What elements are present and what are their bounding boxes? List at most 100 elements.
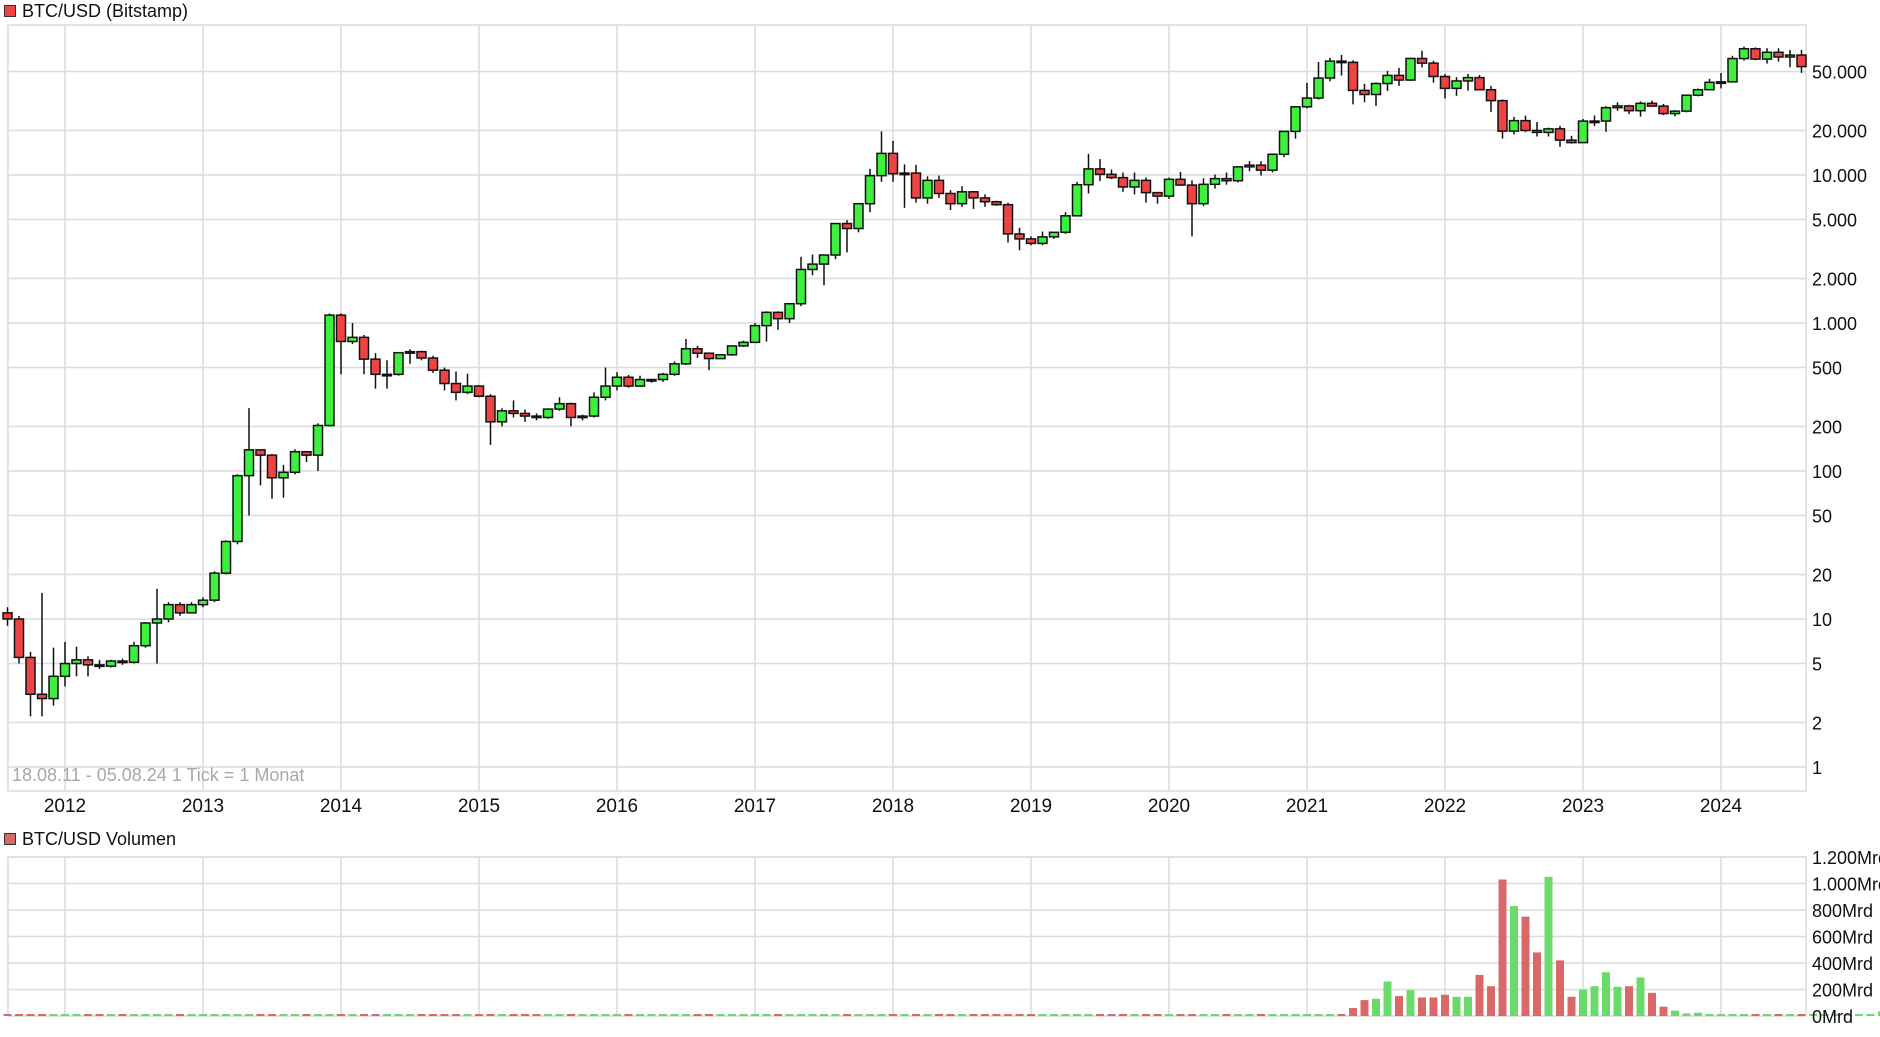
candle — [1439, 74, 1451, 99]
candle-body — [634, 378, 646, 387]
volume-bar — [969, 1014, 978, 1016]
candle-body — [59, 662, 71, 678]
candle — [1152, 191, 1163, 204]
volume-bar — [1349, 1008, 1357, 1016]
candle-body — [335, 314, 347, 343]
candle — [1531, 122, 1543, 137]
candle-body — [1796, 54, 1807, 68]
volume-bar — [314, 1014, 322, 1016]
x-tick-label: 2022 — [1424, 796, 1466, 817]
price-y-tick-label: 1.000 — [1812, 314, 1857, 334]
volume-bar — [1130, 1014, 1139, 1016]
candle-body — [1405, 57, 1416, 81]
volume-bar — [1579, 989, 1587, 1016]
volume-bar — [762, 1014, 771, 1016]
candle-body — [600, 385, 611, 399]
candle-body — [1278, 130, 1290, 156]
candle — [255, 449, 266, 486]
volume-bar — [958, 1014, 966, 1016]
candle-body — [163, 603, 174, 620]
price-grid — [7, 24, 1807, 792]
price-y-tick-label: 10 — [1812, 610, 1832, 630]
candle — [887, 140, 899, 182]
volume-bar — [785, 1014, 794, 1016]
volume-bar — [532, 1014, 541, 1016]
volume-bar — [1038, 1014, 1047, 1016]
candle-body — [232, 474, 243, 543]
candle — [1543, 127, 1554, 137]
volume-bar — [130, 1014, 138, 1016]
candle — [508, 400, 519, 418]
x-axis-years: 2012 2013 2014 2015 2016 2017 2018 2019 2020 2021… — [44, 796, 1743, 817]
candle — [48, 647, 59, 706]
volume-bar — [1096, 1014, 1104, 1016]
volume-bar — [1682, 1013, 1691, 1016]
volume-bar — [1774, 1014, 1783, 1016]
volume-bar — [1590, 986, 1599, 1016]
candle — [220, 540, 232, 575]
candle — [1577, 118, 1589, 144]
candle-body — [1393, 74, 1405, 81]
candle-body — [887, 152, 899, 175]
candle-body — [692, 347, 703, 354]
volume-bar — [716, 1014, 725, 1016]
volume-bar — [417, 1014, 426, 1016]
candle — [1025, 236, 1037, 246]
candle-body — [416, 350, 427, 359]
candle — [1129, 172, 1140, 195]
volume-bar — [1234, 1014, 1242, 1016]
candle — [1451, 77, 1462, 96]
candle-body — [278, 471, 289, 479]
candle — [1267, 153, 1278, 173]
volume-bar — [360, 1014, 368, 1016]
candle-body — [1359, 89, 1370, 96]
candle — [956, 186, 968, 207]
candle — [404, 349, 416, 364]
volume-bar — [3, 1014, 12, 1016]
candle — [1060, 212, 1071, 234]
candle-body — [1761, 51, 1773, 60]
volume-bar — [383, 1014, 391, 1016]
candle-body — [749, 324, 761, 344]
volume-bar — [49, 1014, 58, 1016]
candle — [128, 641, 140, 664]
candle-body — [1002, 203, 1014, 235]
volume-bar — [544, 1014, 552, 1016]
candle-body — [1462, 76, 1474, 82]
candle-body — [979, 197, 991, 203]
candle — [1324, 57, 1336, 82]
volume-bars — [3, 876, 1880, 1016]
volume-bar — [1441, 994, 1449, 1016]
volume-bar — [176, 1014, 184, 1016]
volume-bar — [1625, 986, 1633, 1016]
candle — [439, 367, 450, 391]
candle-body — [1014, 233, 1025, 240]
volume-bar — [831, 1014, 840, 1016]
candle-body — [312, 424, 324, 456]
volume-bar — [555, 1014, 564, 1016]
candle-body — [680, 347, 692, 365]
candle-body — [1106, 173, 1117, 179]
volume-bar — [210, 1014, 219, 1016]
volume-bar — [268, 1014, 276, 1016]
x-tick-label: 2018 — [872, 796, 914, 817]
candle-body — [1773, 51, 1784, 58]
volume-bar — [1602, 972, 1610, 1016]
candle — [1485, 85, 1497, 112]
candle — [117, 658, 128, 665]
candle-body — [174, 603, 186, 614]
candle — [151, 588, 163, 664]
volume-bar — [797, 1014, 805, 1016]
candle-body — [1727, 57, 1738, 83]
candle-body — [1290, 106, 1301, 133]
candle-body — [1060, 215, 1071, 234]
candle — [427, 355, 439, 373]
candle-body — [1646, 102, 1658, 107]
candle-body — [13, 618, 25, 659]
volume-bar — [900, 1014, 909, 1016]
volume-bar — [1406, 990, 1415, 1016]
candle-body — [542, 408, 554, 419]
candle — [1290, 106, 1301, 139]
candle — [749, 323, 761, 344]
candle-body — [1244, 164, 1255, 168]
